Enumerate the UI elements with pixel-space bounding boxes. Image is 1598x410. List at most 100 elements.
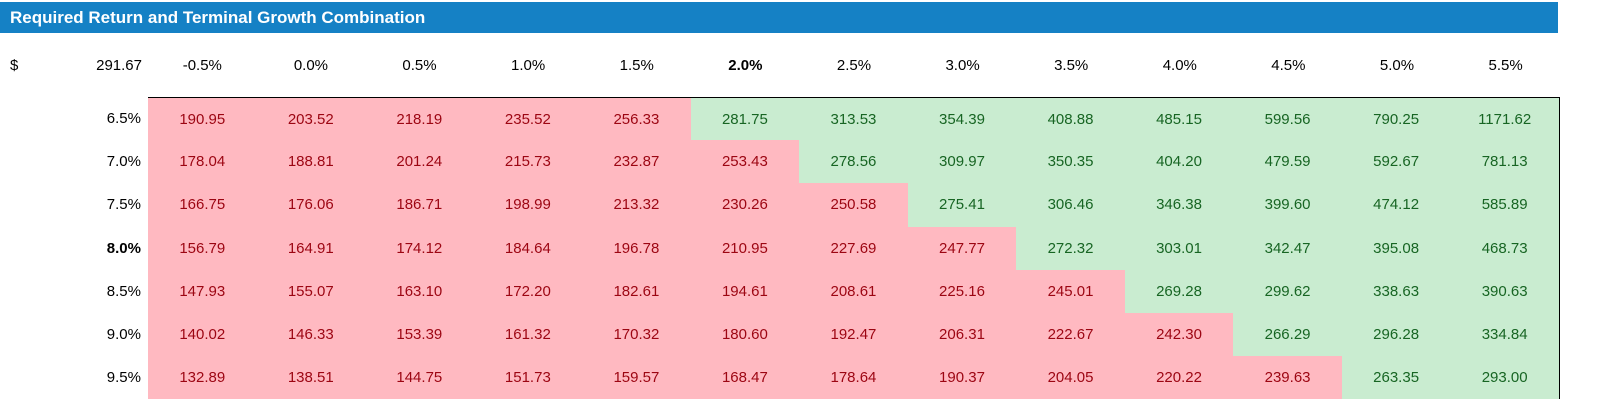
cell-8.0%-0.5%[interactable]: 174.12 xyxy=(365,226,474,270)
cell-8.5%-4.5%[interactable]: 299.62 xyxy=(1233,269,1342,313)
cell-8.5%-3.5%[interactable]: 245.01 xyxy=(1016,269,1125,313)
cell-8.5%-5.0%[interactable]: 338.63 xyxy=(1341,269,1451,313)
col-header-3.0%[interactable]: 3.0% xyxy=(945,56,980,74)
col-header-1.5%[interactable]: 1.5% xyxy=(619,56,654,74)
cell-7.5%-1.5%[interactable]: 213.32 xyxy=(582,183,691,227)
cell-8.0%-2.5%[interactable]: 227.69 xyxy=(799,226,908,270)
cell-8.5%-4.0%[interactable]: 269.28 xyxy=(1124,269,1234,313)
cell-7.0%-1.5%[interactable]: 232.87 xyxy=(582,140,691,184)
col-header-3.5%[interactable]: 3.5% xyxy=(1054,56,1089,74)
cell-8.0%--0.5%[interactable]: 156.79 xyxy=(148,226,257,270)
row-header-7.5%[interactable]: 7.5% xyxy=(106,196,141,214)
col-header-4.0%[interactable]: 4.0% xyxy=(1162,56,1197,74)
col-header--0.5%[interactable]: -0.5% xyxy=(182,56,222,74)
cell-8.0%-2.0%[interactable]: 210.95 xyxy=(690,226,800,270)
cell-7.0%-5.0%[interactable]: 592.67 xyxy=(1341,140,1451,184)
cell-7.5%-5.5%[interactable]: 585.89 xyxy=(1450,183,1560,227)
cell-7.0%--0.5%[interactable]: 178.04 xyxy=(148,140,257,184)
cell-7.5%-0.0%[interactable]: 176.06 xyxy=(256,183,366,227)
cell-9.5%-1.0%[interactable]: 151.73 xyxy=(473,356,583,400)
cell-6.5%-2.5%[interactable]: 313.53 xyxy=(799,97,908,141)
col-header-0.0%[interactable]: 0.0% xyxy=(293,56,329,74)
cell-8.0%-5.0%[interactable]: 395.08 xyxy=(1341,226,1451,270)
cell-9.0%-5.0%[interactable]: 296.28 xyxy=(1341,312,1451,357)
cell-7.5%-2.0%[interactable]: 230.26 xyxy=(690,183,800,227)
cell-9.5%-0.0%[interactable]: 138.51 xyxy=(256,356,366,400)
cell-9.0%-4.5%[interactable]: 266.29 xyxy=(1233,312,1342,357)
col-header-5.0%[interactable]: 5.0% xyxy=(1379,56,1415,74)
cell-6.5%-1.5%[interactable]: 256.33 xyxy=(582,97,691,141)
cell-8.5%-1.5%[interactable]: 182.61 xyxy=(582,269,691,313)
cell-7.5%-0.5%[interactable]: 186.71 xyxy=(365,183,474,227)
cell-8.5%-2.5%[interactable]: 208.61 xyxy=(799,269,908,313)
cell-8.0%-5.5%[interactable]: 468.73 xyxy=(1450,226,1560,270)
cell-7.0%-3.5%[interactable]: 350.35 xyxy=(1016,140,1125,184)
row-header-7.0%[interactable]: 7.0% xyxy=(106,153,141,171)
cell-9.0%-0.0%[interactable]: 146.33 xyxy=(256,312,366,357)
cell-7.0%-2.0%[interactable]: 253.43 xyxy=(690,140,800,184)
cell-9.5%-2.5%[interactable]: 178.64 xyxy=(799,356,908,400)
cell-9.5%-5.0%[interactable]: 263.35 xyxy=(1341,356,1451,400)
cell-7.5%-2.5%[interactable]: 250.58 xyxy=(799,183,908,227)
cell-6.5%-4.0%[interactable]: 485.15 xyxy=(1124,97,1234,141)
col-header-4.5%[interactable]: 4.5% xyxy=(1271,56,1306,74)
col-header-2.0%[interactable]: 2.0% xyxy=(728,56,763,74)
col-header-2.5%[interactable]: 2.5% xyxy=(836,56,872,74)
cell-9.0%-2.0%[interactable]: 180.60 xyxy=(690,312,800,357)
cell-7.5%-5.0%[interactable]: 474.12 xyxy=(1341,183,1451,227)
cell-8.5%-0.0%[interactable]: 155.07 xyxy=(256,269,366,313)
row-header-9.5%[interactable]: 9.5% xyxy=(106,369,141,387)
col-header-0.5%[interactable]: 0.5% xyxy=(402,56,437,74)
cell-7.0%-5.5%[interactable]: 781.13 xyxy=(1450,140,1560,184)
cell-7.5%--0.5%[interactable]: 166.75 xyxy=(148,183,257,227)
cell-9.5%-3.5%[interactable]: 204.05 xyxy=(1016,356,1125,400)
cell-7.0%-4.5%[interactable]: 479.59 xyxy=(1233,140,1342,184)
cell-9.5%-2.0%[interactable]: 168.47 xyxy=(690,356,800,400)
cell-9.0%-3.5%[interactable]: 222.67 xyxy=(1016,312,1125,357)
cell-7.5%-4.5%[interactable]: 399.60 xyxy=(1233,183,1342,227)
cell-6.5%-1.0%[interactable]: 235.52 xyxy=(473,97,583,141)
corner-cell[interactable]: $ 291.67 xyxy=(0,57,148,74)
cell-8.0%-1.0%[interactable]: 184.64 xyxy=(473,226,583,270)
cell-8.0%-1.5%[interactable]: 196.78 xyxy=(582,226,691,270)
cell-8.0%-3.5%[interactable]: 272.32 xyxy=(1016,226,1125,270)
cell-6.5%-2.0%[interactable]: 281.75 xyxy=(690,97,800,141)
cell-6.5%-5.5%[interactable]: 1171.62 xyxy=(1450,97,1560,141)
cell-7.5%-4.0%[interactable]: 346.38 xyxy=(1124,183,1234,227)
cell-8.0%-0.0%[interactable]: 164.91 xyxy=(256,226,366,270)
cell-8.0%-3.0%[interactable]: 247.77 xyxy=(907,226,1017,270)
cell-7.5%-3.5%[interactable]: 306.46 xyxy=(1016,183,1125,227)
cell-9.0%-3.0%[interactable]: 206.31 xyxy=(907,312,1017,357)
cell-9.0%-2.5%[interactable]: 192.47 xyxy=(799,312,908,357)
cell-9.0%-5.5%[interactable]: 334.84 xyxy=(1450,312,1560,357)
cell-7.0%-3.0%[interactable]: 309.97 xyxy=(907,140,1017,184)
cell-7.0%-2.5%[interactable]: 278.56 xyxy=(799,140,908,184)
cell-7.0%-0.0%[interactable]: 188.81 xyxy=(256,140,366,184)
cell-6.5%-3.0%[interactable]: 354.39 xyxy=(907,97,1017,141)
cell-9.5%--0.5%[interactable]: 132.89 xyxy=(148,356,257,400)
cell-9.0%-1.0%[interactable]: 161.32 xyxy=(473,312,583,357)
cell-7.0%-0.5%[interactable]: 201.24 xyxy=(365,140,474,184)
cell-9.5%-4.5%[interactable]: 239.63 xyxy=(1233,356,1342,400)
cell-6.5%-3.5%[interactable]: 408.88 xyxy=(1016,97,1125,141)
cell-8.5%-1.0%[interactable]: 172.20 xyxy=(473,269,583,313)
cell-8.5%--0.5%[interactable]: 147.93 xyxy=(148,269,257,313)
cell-7.5%-1.0%[interactable]: 198.99 xyxy=(473,183,583,227)
cell-9.5%-1.5%[interactable]: 159.57 xyxy=(582,356,691,400)
row-header-9.0%[interactable]: 9.0% xyxy=(106,326,141,344)
cell-7.0%-1.0%[interactable]: 215.73 xyxy=(473,140,583,184)
cell-7.5%-3.0%[interactable]: 275.41 xyxy=(907,183,1017,227)
cell-9.5%-4.0%[interactable]: 220.22 xyxy=(1124,356,1234,400)
cell-6.5%-5.0%[interactable]: 790.25 xyxy=(1341,97,1451,141)
cell-8.5%-0.5%[interactable]: 163.10 xyxy=(365,269,474,313)
cell-9.0%-4.0%[interactable]: 242.30 xyxy=(1124,312,1234,357)
cell-9.5%-3.0%[interactable]: 190.37 xyxy=(907,356,1017,400)
cell-9.0%-1.5%[interactable]: 170.32 xyxy=(582,312,691,357)
cell-8.0%-4.5%[interactable]: 342.47 xyxy=(1233,226,1342,270)
col-header-5.5%[interactable]: 5.5% xyxy=(1488,56,1523,74)
row-header-8.5%[interactable]: 8.5% xyxy=(106,282,141,300)
cell-9.0%--0.5%[interactable]: 140.02 xyxy=(148,312,257,357)
col-header-1.0%[interactable]: 1.0% xyxy=(511,56,546,74)
cell-6.5%--0.5%[interactable]: 190.95 xyxy=(148,97,257,141)
row-header-8.0%[interactable]: 8.0% xyxy=(106,239,141,257)
